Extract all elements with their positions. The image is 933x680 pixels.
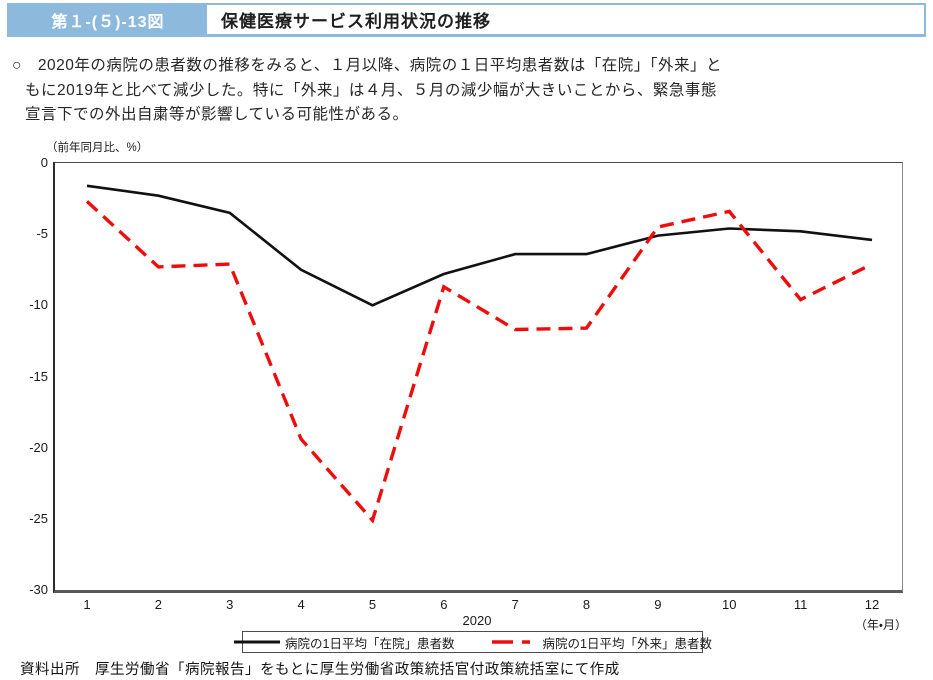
x-tick-label: 8 [582,597,591,612]
legend-item-outpatient: 病院の1日平均「外来」患者数 [491,633,712,652]
inpatient-line [86,184,873,307]
x-tick-label: 2 [154,597,162,612]
x-tick-label: 4 [297,597,305,612]
y-tick-label: -5 [36,226,48,242]
x-tick-label: 6 [440,597,448,612]
y-tick-label: -25 [29,510,48,526]
summary-line-2: もに2019年と比べて減少した。特に「外来」は４月、５月の減少幅が大きいことから… [25,81,717,99]
x-tick-label: 12 [864,597,880,612]
x-tick-label: 9 [654,597,662,612]
y-tick-label: -15 [29,368,48,384]
figure-title: 保健医療サービス利用状況の推移 [221,12,491,31]
y-tick-label: -20 [29,439,48,455]
x-axis-unit-label: （年・月） [854,618,907,632]
y-tick-label: -30 [29,582,48,597]
x-tick-label: 11 [793,597,808,612]
x-tick-label: 1 [83,597,91,612]
plot-area [53,161,903,593]
inpatient-line-swatch-icon [234,640,281,644]
y-tick-label: 0 [40,155,48,170]
x-tick-label: 10 [722,597,737,612]
figure-header: 第１-(５)-13図 保健医療サービス利用状況の推移 [7,3,926,37]
summary-line-3: 宣言下での外出自粛等が影響している可能性がある。 [25,106,409,123]
chart-legend: 病院の1日平均「在院」患者数 病院の1日平均「外来」患者数 [234,631,712,653]
x-tick-label: 7 [511,597,519,612]
y-tick-label: -10 [29,297,48,313]
legend-label-inpatient: 病院の1日平均「在院」患者数 [285,636,455,651]
figure-number-badge: 第１-(５)-13図 [9,5,207,34]
line-chart [85,184,873,524]
x-axis-year-label: 2020 [462,613,492,628]
summary-line-1: ○ 2020年の病院の患者数の推移をみると、１月以降、病院の１日平均患者数は「在… [12,57,722,74]
y-axis-unit-label: （前年同月比、%） [46,142,149,154]
summary-text: ○ 2020年の病院の患者数の推移をみると、１月以降、病院の１日平均患者数は「在… [12,54,927,128]
source-attribution: 資料出所 厚生労働省「病院報告」をもとに厚生労働省政策統括官付政策統括室にて作成 [20,662,620,678]
legend-item-inpatient: 病院の1日平均「在院」患者数 [233,633,455,652]
outpatient-line [85,199,873,524]
outpatient-line-swatch-icon [491,640,538,644]
legend-label-outpatient: 病院の1日平均「外来」患者数 [542,636,712,651]
x-tick-label: 5 [368,597,377,612]
x-tick-label: 3 [226,597,234,612]
